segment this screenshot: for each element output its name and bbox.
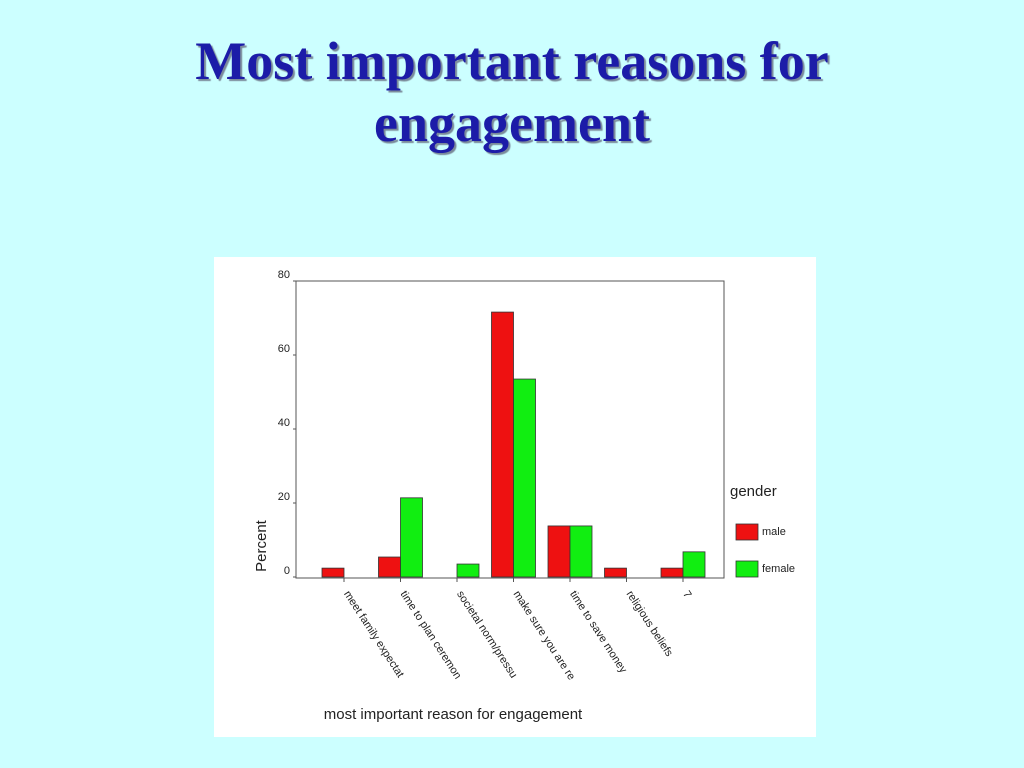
bar bbox=[682, 551, 706, 578]
x-tick-label: 7 bbox=[680, 589, 693, 601]
bar bbox=[513, 378, 536, 578]
legend-label: male bbox=[762, 526, 786, 538]
y-tick-label: 40 bbox=[278, 417, 290, 429]
legend-swatch bbox=[735, 523, 759, 541]
bar bbox=[400, 497, 423, 578]
bar bbox=[321, 567, 345, 578]
legend-swatch bbox=[735, 560, 759, 578]
bar bbox=[569, 525, 593, 578]
y-axis-label: Percent bbox=[253, 519, 270, 572]
y-tick-label: 80 bbox=[278, 269, 290, 281]
bar bbox=[660, 567, 684, 578]
bar bbox=[456, 563, 480, 578]
bar bbox=[604, 567, 627, 578]
bar bbox=[547, 525, 571, 578]
y-tick-label: 60 bbox=[278, 343, 290, 355]
slide-title: Most important reasons for engagement bbox=[195, 31, 829, 153]
x-axis-label: most important reason for engagement bbox=[324, 706, 583, 723]
bar bbox=[491, 311, 514, 578]
y-tick-label: 0 bbox=[284, 565, 290, 577]
y-tick-label: 20 bbox=[278, 491, 290, 503]
bar bbox=[378, 556, 401, 578]
legend-title: gender bbox=[730, 483, 777, 500]
legend-label: female bbox=[762, 563, 795, 575]
